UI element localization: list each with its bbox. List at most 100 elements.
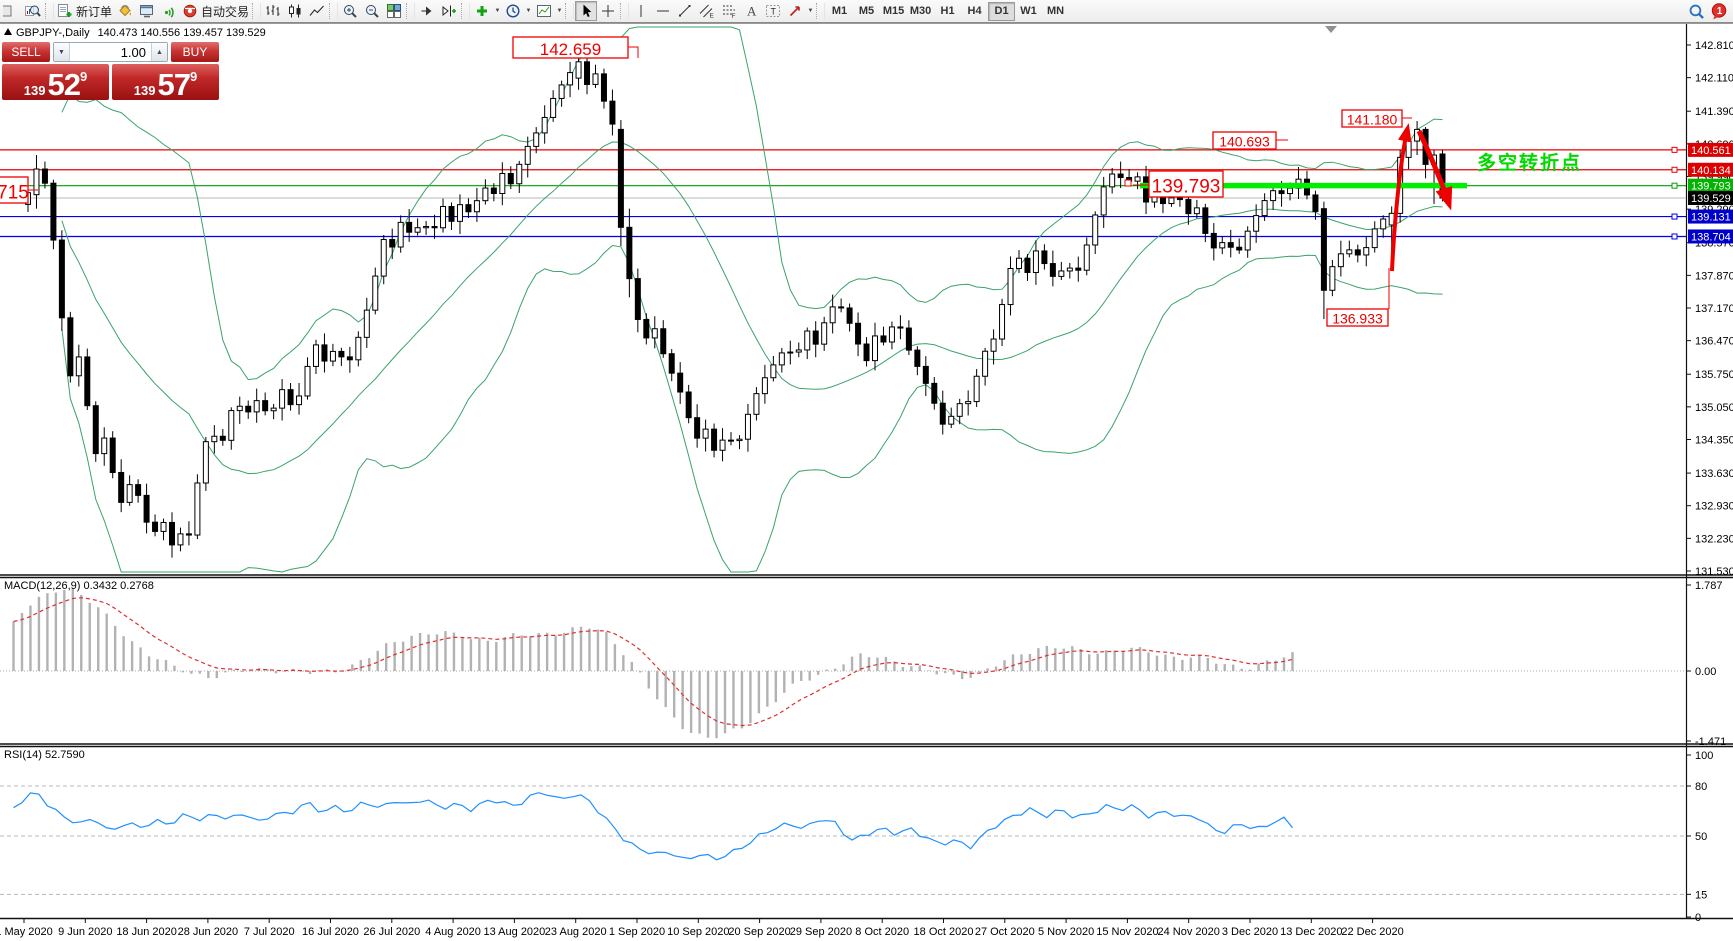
shift-marker-icon[interactable] (1325, 26, 1337, 33)
svg-text:80: 80 (1695, 781, 1707, 793)
bull-bear-pivot-note[interactable]: 多空转折点 (1477, 151, 1582, 174)
candles-layer (25, 48, 1446, 558)
tf-m5-button[interactable]: M5 (853, 2, 880, 21)
data-window-button[interactable] (22, 1, 44, 21)
collapse-icon[interactable] (4, 28, 12, 35)
svg-text:7 Jul 2020: 7 Jul 2020 (244, 926, 295, 938)
search-button[interactable] (1685, 1, 1707, 21)
zoom-in-button[interactable] (339, 1, 361, 21)
svg-text:1.787: 1.787 (1695, 580, 1723, 592)
autoscroll-icon (421, 6, 432, 16)
button-label: M5 (858, 5, 875, 17)
ohlc-values: 140.473 140.556 139.457 139.529 (97, 27, 266, 39)
tile-windows-button[interactable] (383, 1, 405, 21)
svg-text:15 Nov 2020: 15 Nov 2020 (1096, 926, 1158, 938)
signals-button[interactable] (158, 1, 180, 21)
svg-text:50: 50 (1695, 831, 1707, 843)
candles-icon (289, 4, 301, 18)
arrows-tool-button[interactable] (784, 1, 806, 21)
zoom-out-button[interactable] (361, 1, 383, 21)
cursor-icon (583, 4, 592, 17)
chart-window-icon-button[interactable] (0, 1, 22, 21)
volume-decrease-button[interactable]: ▼ (54, 43, 70, 61)
svg-text:139.131: 139.131 (1691, 212, 1731, 224)
tf-m30-button[interactable]: M30 (907, 2, 934, 21)
volume-input[interactable]: 1.00 (120, 44, 146, 60)
trend-arrows[interactable] (1390, 123, 1453, 272)
crosshair-tool-button[interactable] (597, 1, 619, 21)
new-order-button[interactable]: 新订单 (55, 1, 114, 21)
equidistant-channel-tool-button[interactable]: E (696, 1, 718, 21)
cursor-tool-button[interactable] (575, 1, 598, 21)
bar-chart-mode-button[interactable] (262, 1, 284, 21)
text-label-tool-button[interactable]: T (762, 1, 784, 21)
notifications-button[interactable]: 1 (1707, 1, 1729, 21)
bars-icon (266, 5, 280, 16)
text-tool-button[interactable]: A (740, 1, 762, 21)
volume-stepper: ▼ 1.00 ▲ (53, 42, 168, 62)
price-label-annotations[interactable]: 142.659 140.693 141.180 139.793 136.933 715 (0, 36, 1412, 327)
macd-label: MACD(12,26,9) 0.3432 0.2768 (4, 580, 154, 592)
svg-text:132.930: 132.930 (1695, 501, 1733, 513)
auto-scroll-button[interactable] (416, 1, 438, 21)
fibonacci-tool-button[interactable]: F (718, 1, 740, 21)
auto-trading-button[interactable]: 自动交易 (180, 1, 251, 21)
svg-text:0.00: 0.00 (1695, 666, 1716, 678)
tf-d1-button[interactable]: D1 (988, 1, 1016, 21)
indicators-list-button[interactable] (471, 1, 493, 21)
toolbar-separator (406, 3, 416, 19)
crosshair-icon (602, 5, 615, 17)
svg-text:142.659: 142.659 (540, 40, 601, 59)
date-axis: 1 May 2020 9 Jun 2020 18 Jun 2020 28 Jun 20… (0, 919, 1404, 938)
buy-price-box[interactable]: 139 57 9 (112, 64, 219, 100)
sell-button[interactable]: SELL (2, 42, 50, 62)
chart-styles-button[interactable] (114, 1, 136, 21)
macd-signal-line (13, 597, 1293, 727)
dropdown-caret-icon[interactable]: ▼ (807, 8, 814, 14)
dropdown-caret-icon[interactable]: ▼ (525, 8, 532, 14)
dropdown-caret-icon[interactable]: ▼ (556, 8, 563, 14)
periods-button[interactable] (502, 1, 524, 21)
svg-text:137.870: 137.870 (1695, 270, 1733, 282)
tf-m1-button[interactable]: M1 (826, 2, 853, 21)
vertical-line-tool-button[interactable] (630, 1, 652, 21)
tf-w1-button[interactable]: W1 (1015, 2, 1042, 21)
chart-shift-button[interactable] (438, 1, 460, 21)
line-chart-mode-button[interactable] (306, 1, 328, 21)
svg-text:5 Nov 2020: 5 Nov 2020 (1038, 926, 1094, 938)
horizontal-price-lines[interactable] (0, 146, 1686, 240)
button-label: M30 (909, 5, 932, 17)
tf-m15-button[interactable]: M15 (880, 2, 907, 21)
templates-button[interactable] (533, 1, 555, 21)
svg-text:A: A (747, 4, 757, 19)
labelT-icon: T (766, 5, 781, 17)
trendline-tool-button[interactable] (674, 1, 696, 21)
zoomin-icon (344, 5, 357, 18)
svg-text:136.933: 136.933 (1332, 311, 1383, 327)
horizontal-line-tool-button[interactable] (652, 1, 674, 21)
svg-text:27 Oct 2020: 27 Oct 2020 (975, 926, 1035, 938)
svg-text:15: 15 (1695, 889, 1707, 901)
candlestick-mode-button[interactable] (284, 1, 306, 21)
svg-text:140.134: 140.134 (1691, 165, 1731, 177)
autotrade-icon (183, 4, 197, 18)
sell-price-box[interactable]: 139 52 9 (2, 64, 109, 100)
dropdown-caret-icon[interactable]: ▼ (494, 8, 501, 14)
hline-icon (657, 10, 670, 12)
svg-text:18 Oct 2020: 18 Oct 2020 (914, 926, 974, 938)
tf-mn-button[interactable]: MN (1042, 2, 1069, 21)
buy-button[interactable]: BUY (171, 42, 219, 62)
svg-text:1 Sep 2020: 1 Sep 2020 (609, 926, 665, 938)
button-label: 自动交易 (201, 4, 250, 19)
tf-h4-button[interactable]: H4 (961, 2, 988, 21)
macd-histogram (12, 588, 1294, 739)
svg-text:135.050: 135.050 (1695, 402, 1733, 414)
volume-increase-button[interactable]: ▲ (151, 43, 167, 61)
svg-text:137.170: 137.170 (1695, 303, 1733, 315)
svg-text:13 Dec 2020: 13 Dec 2020 (1280, 926, 1342, 938)
tf-h1-button[interactable]: H1 (934, 2, 961, 21)
new-chart-window-button[interactable] (136, 1, 158, 21)
svg-text:100: 100 (1695, 750, 1713, 762)
